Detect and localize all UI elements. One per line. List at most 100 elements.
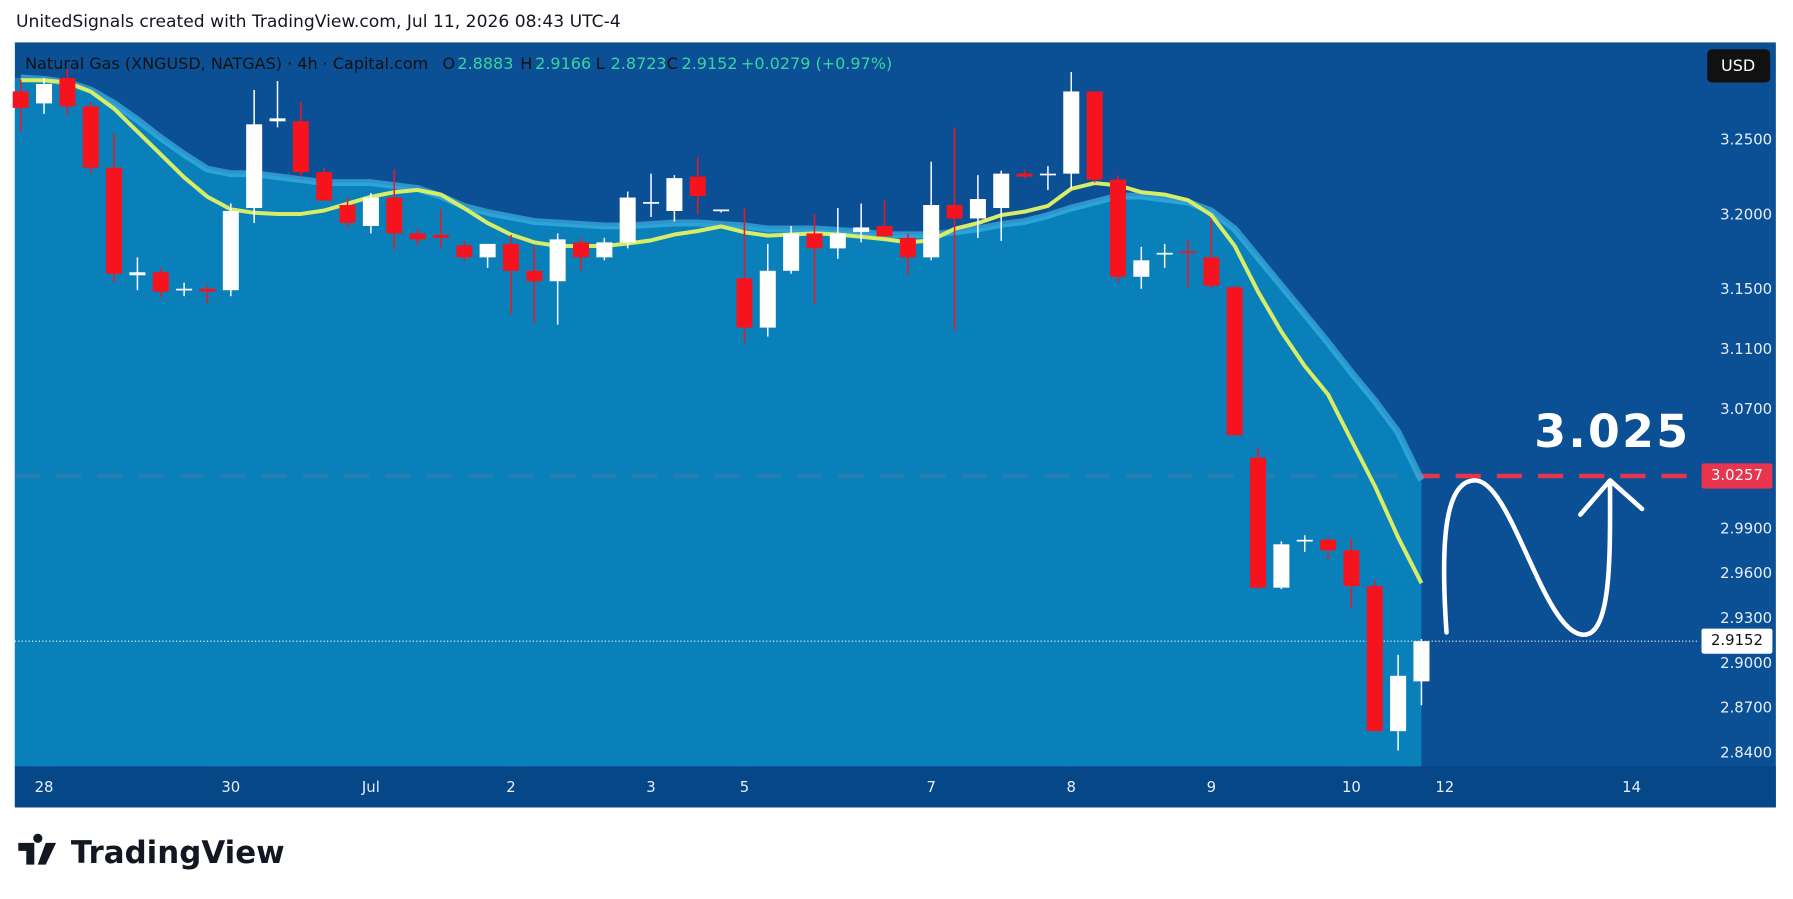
candle-body bbox=[1250, 457, 1267, 588]
candle-body bbox=[643, 202, 660, 204]
candle-body bbox=[1343, 550, 1360, 587]
candle-body bbox=[432, 234, 449, 238]
x-tick-label: 5 bbox=[740, 778, 749, 796]
candle-body bbox=[316, 172, 333, 201]
candle-body bbox=[1273, 544, 1290, 588]
candle-body bbox=[1109, 179, 1126, 277]
drawn-path bbox=[1441, 478, 1613, 638]
y-tick-label: 2.9900 bbox=[1720, 519, 1772, 537]
ohlc-value: 2.9152 bbox=[682, 54, 738, 73]
logo-mark bbox=[18, 833, 57, 865]
candle-body bbox=[409, 233, 426, 240]
candle-body bbox=[199, 288, 216, 292]
credit: UnitedSignals created with TradingView.c… bbox=[16, 12, 621, 32]
x-tick-label: 30 bbox=[221, 778, 240, 796]
candle-body bbox=[526, 270, 543, 282]
candle-body bbox=[152, 272, 169, 292]
y-tick-label: 2.9300 bbox=[1720, 609, 1772, 627]
candle-body bbox=[246, 124, 263, 209]
x-tick-label: 10 bbox=[1342, 778, 1361, 796]
candle-body bbox=[899, 237, 916, 258]
candle-body bbox=[573, 242, 590, 258]
change: +0.0279 (+0.97%) bbox=[741, 54, 892, 73]
y-tick-label: 2.9000 bbox=[1720, 654, 1772, 672]
candle-body bbox=[176, 288, 193, 291]
ma-area bbox=[14, 77, 1422, 767]
ohlc-letter: L bbox=[596, 54, 605, 73]
candle-body bbox=[759, 270, 776, 328]
candle-body bbox=[876, 225, 893, 237]
price-line-box bbox=[1701, 463, 1773, 489]
candle-body bbox=[479, 243, 496, 258]
legend: Natural Gas (XNGUSD, NATGAS) · 4h · Capi… bbox=[25, 54, 892, 73]
candle-body bbox=[222, 211, 239, 291]
candle-body bbox=[1366, 586, 1383, 732]
brand-logo: TradingView bbox=[18, 833, 285, 871]
candle-body bbox=[806, 233, 823, 249]
y-tick-label: 2.8400 bbox=[1720, 744, 1772, 762]
ohlc-letter: C bbox=[667, 54, 678, 73]
candle-body bbox=[829, 233, 846, 249]
currency-box bbox=[1707, 49, 1771, 83]
x-tick-label: 7 bbox=[926, 778, 935, 796]
x-tick-label: 28 bbox=[35, 778, 54, 796]
x-tick-label: 2 bbox=[506, 778, 515, 796]
symbol: Natural Gas (XNGUSD, NATGAS) · 4h · Capi… bbox=[25, 54, 428, 73]
candle-body bbox=[269, 118, 286, 122]
x-tick-label: 8 bbox=[1067, 778, 1076, 796]
last-price-label: 2.9152 bbox=[1711, 631, 1763, 649]
candle-body bbox=[596, 242, 613, 258]
x-axis-strip bbox=[14, 766, 1776, 808]
candle-body bbox=[1016, 173, 1033, 177]
candle-body bbox=[1413, 641, 1430, 682]
candle-body bbox=[59, 77, 76, 107]
x-tick-label: 14 bbox=[1622, 778, 1641, 796]
y-tick-label: 3.1100 bbox=[1720, 340, 1772, 358]
plot: 3.2500 3.2000 3.1500 3.1100 3.0700 2.9900 2.96… bbox=[12, 42, 1776, 808]
candle-body bbox=[456, 245, 473, 258]
ohlc-value: 2.8883 bbox=[457, 54, 513, 73]
annotation: 3.025 bbox=[1534, 405, 1690, 458]
drawn-arrowhead bbox=[1578, 478, 1645, 517]
candle-body bbox=[1133, 260, 1150, 277]
ohlc-letter: H bbox=[520, 54, 532, 73]
candle-body bbox=[386, 197, 403, 234]
y-tick-label: 3.1500 bbox=[1720, 280, 1772, 298]
y-tick-label: 2.8700 bbox=[1720, 699, 1772, 717]
candle-body bbox=[783, 233, 800, 271]
candle-body bbox=[549, 239, 566, 282]
candle-body bbox=[1039, 173, 1056, 176]
candle-body bbox=[946, 205, 963, 219]
candle-body bbox=[666, 178, 683, 212]
candle-body bbox=[853, 227, 870, 232]
y-tick-label: 2.9600 bbox=[1720, 564, 1772, 582]
candle-body bbox=[1203, 257, 1220, 286]
ohlc-value: 2.9166 bbox=[535, 54, 591, 73]
candle-body bbox=[129, 272, 146, 276]
candle-body bbox=[1179, 251, 1197, 254]
ohlc-letter: O bbox=[443, 54, 456, 73]
candle-body bbox=[993, 173, 1010, 209]
candle-body bbox=[713, 209, 730, 212]
y-tick-label: 3.2000 bbox=[1720, 205, 1772, 223]
candle-body bbox=[1063, 91, 1080, 174]
y-tick-label: 3.0700 bbox=[1720, 400, 1772, 418]
candle-body bbox=[1156, 252, 1173, 255]
candle-body bbox=[339, 205, 356, 223]
price-line-label: 3.0257 bbox=[1711, 466, 1763, 484]
x-tick-label: 12 bbox=[1435, 778, 1454, 796]
candle-body bbox=[923, 205, 940, 258]
candle-body bbox=[619, 197, 636, 243]
candle-body bbox=[1296, 539, 1313, 542]
brand-name: TradingView bbox=[71, 835, 285, 871]
candle-body bbox=[36, 83, 53, 104]
candle-body bbox=[502, 243, 519, 271]
ohlc-value: 2.8723 bbox=[611, 54, 667, 73]
candle-body bbox=[736, 278, 753, 328]
x-tick-label: Jul bbox=[361, 778, 380, 796]
candle-body bbox=[1226, 287, 1243, 436]
candle-body bbox=[362, 197, 379, 226]
x-tick-label: 3 bbox=[646, 778, 655, 796]
candle-body bbox=[969, 199, 986, 219]
